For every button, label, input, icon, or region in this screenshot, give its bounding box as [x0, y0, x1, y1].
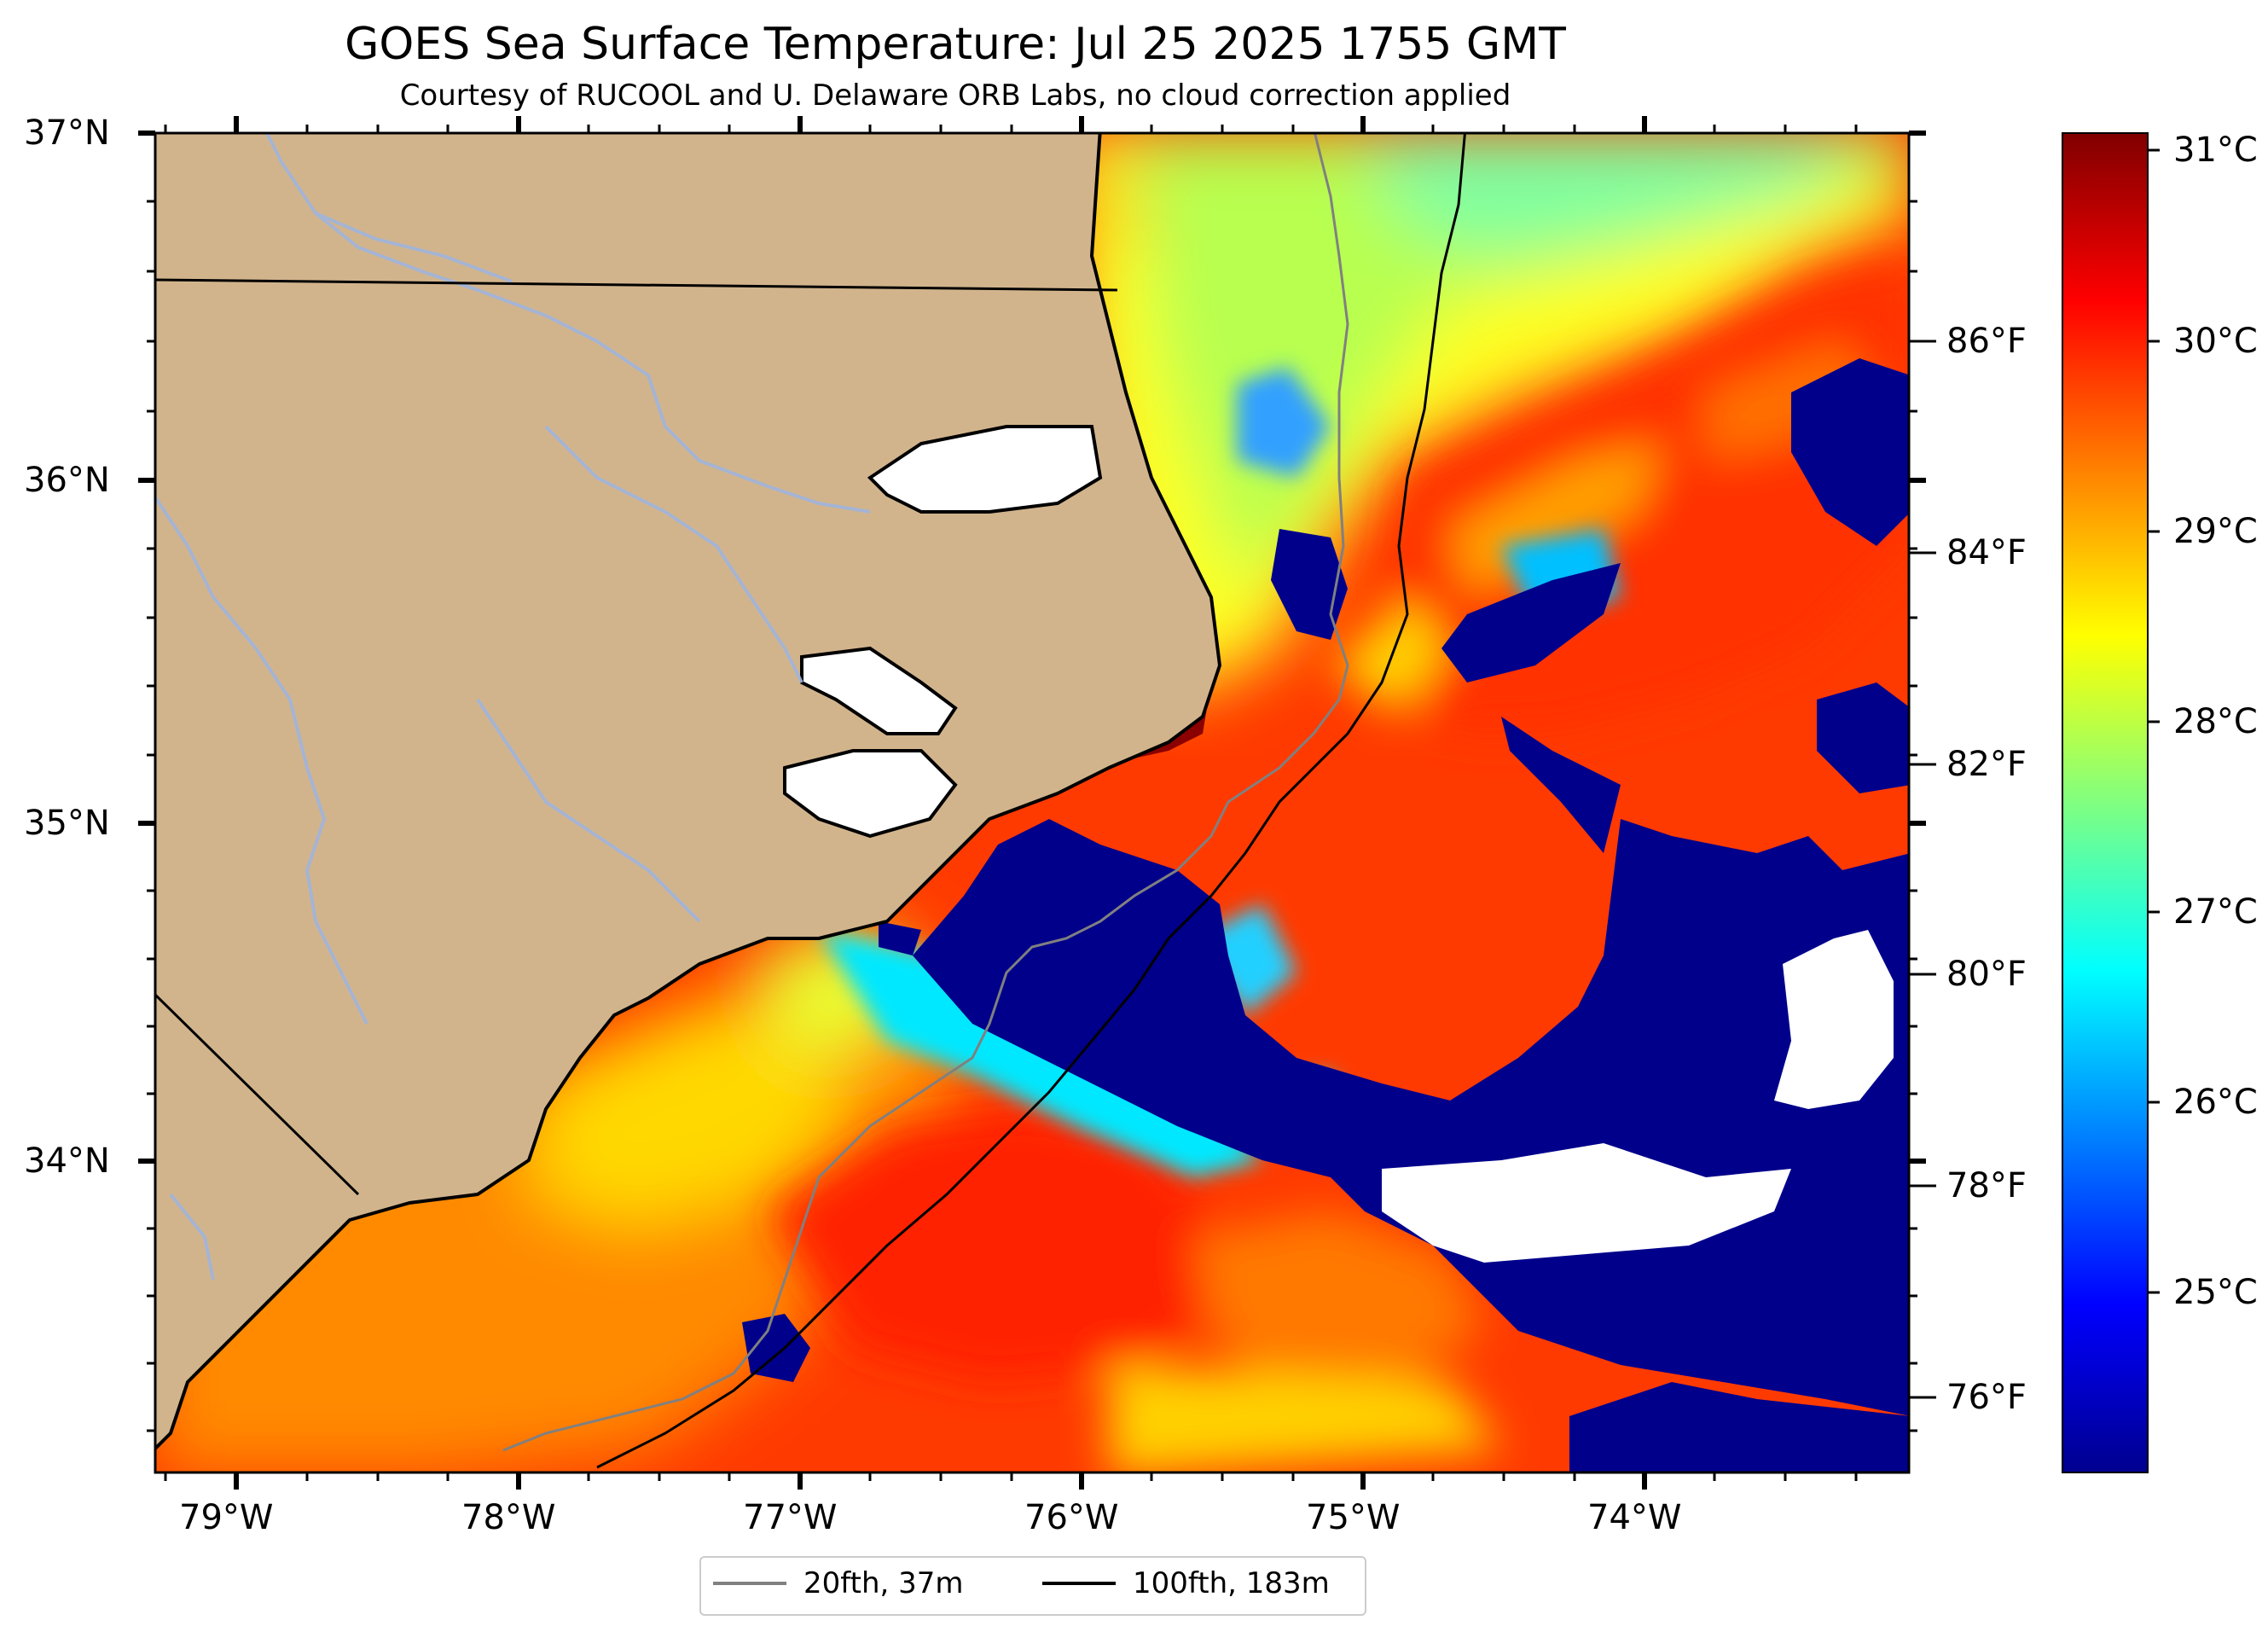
celsius-label-29: 29°C [2173, 512, 2258, 551]
colorbar [2062, 132, 2149, 1473]
lat-ticks [138, 131, 155, 1164]
celsius-label-27: 27°C [2173, 892, 2258, 932]
legend-line-gray [713, 1582, 786, 1585]
fahrenheit-label-86: 86°F [1946, 322, 2027, 361]
lon-label-78: 78°W [461, 1498, 556, 1537]
lat-label-36: 36°N [24, 461, 110, 500]
lon-minor-ticks-top [164, 125, 1858, 133]
cold-water [742, 358, 1909, 1472]
celsius-label-31: 31°C [2173, 131, 2258, 170]
lat-label-37: 37°N [24, 113, 110, 153]
fahrenheit-label-82: 82°F [1946, 745, 2027, 784]
neuse-estuary [783, 749, 958, 839]
isobath-legend: 20fth, 37m 100fth, 183m [699, 1556, 1366, 1616]
legend-item-100fth: 100fth, 183m [1042, 1566, 1330, 1600]
cloud-mask [1382, 930, 1894, 1263]
lon-ticks-top [234, 116, 1647, 133]
fahrenheit-label-78: 78°F [1946, 1166, 2027, 1205]
map-area [155, 133, 1909, 1472]
lat-label-35: 35°N [24, 804, 110, 843]
legend-label-20fth: 20fth, 37m [803, 1566, 964, 1600]
lat-label-34: 34°N [24, 1141, 110, 1181]
lat-minor-ticks [147, 200, 155, 1432]
lon-minor-ticks [164, 1472, 1858, 1481]
celsius-label-28: 28°C [2173, 702, 2258, 741]
fahrenheit-label-84: 84°F [1946, 533, 2027, 572]
colorbar-ticks [2148, 148, 2160, 1294]
fahrenheit-label-76: 76°F [1946, 1378, 2027, 1417]
celsius-label-25: 25°C [2173, 1273, 2258, 1312]
fahrenheit-label-80: 80°F [1946, 955, 2027, 994]
rivers [155, 133, 871, 1281]
lon-label-76: 76°W [1024, 1498, 1119, 1537]
map-title: GOES Sea Surface Temperature: Jul 25 202… [345, 19, 1566, 70]
lon-label-74: 74°W [1587, 1498, 1682, 1537]
isobath-100fth [596, 133, 1466, 1469]
isobath-20fth [502, 133, 1349, 1452]
map-subtitle: Courtesy of RUCOOL and U. Delaware ORB L… [399, 78, 1511, 113]
lon-label-79: 79°W [179, 1498, 274, 1537]
map-frame [154, 131, 1911, 1474]
lon-label-75: 75°W [1306, 1498, 1401, 1537]
lon-label-77: 77°W [743, 1498, 838, 1537]
celsius-label-30: 30°C [2173, 322, 2258, 361]
lon-ticks [234, 1472, 1647, 1490]
inner-sound [800, 646, 958, 735]
lat-ticks-right [1909, 131, 1926, 1164]
fahrenheit-ticks [1909, 340, 1936, 1399]
state-borders [155, 278, 1118, 1196]
sst-field [155, 133, 1909, 1472]
celsius-label-26: 26°C [2173, 1083, 2258, 1122]
legend-item-20fth: 20fth, 37m [713, 1566, 964, 1600]
legend-label-100fth: 100fth, 183m [1133, 1566, 1330, 1600]
lat-minor-ticks-right [1909, 200, 1917, 1432]
sound-water [867, 425, 1103, 514]
legend-line-black [1042, 1582, 1116, 1585]
